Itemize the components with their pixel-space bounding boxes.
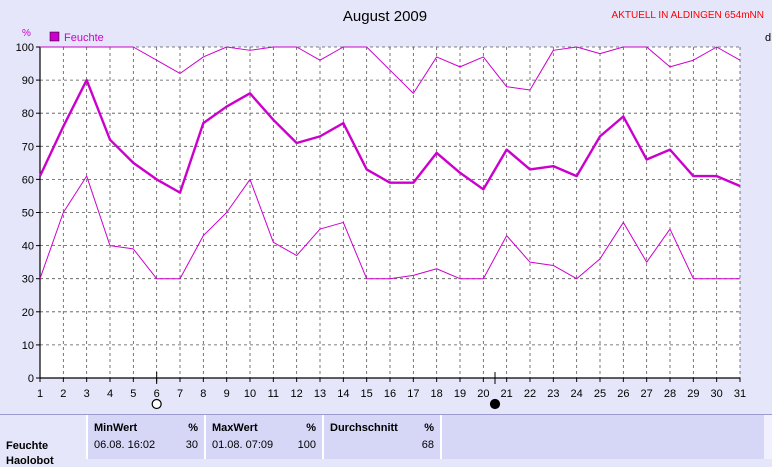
y-tick-label: 90 — [22, 75, 34, 87]
series-min-line — [39, 175, 740, 280]
empty-cell — [442, 415, 764, 459]
x-tick-label: 22 — [524, 388, 536, 400]
x-tick-label: 7 — [177, 388, 183, 400]
max-unit: % — [306, 422, 316, 434]
x-tick-label: 9 — [224, 388, 230, 400]
min-header: MinWert — [94, 422, 138, 434]
x-tick-label: 18 — [431, 388, 443, 400]
avg-header: Durchschnitt — [330, 422, 398, 434]
x-tick-label: 12 — [291, 388, 303, 400]
x-tick-label: 13 — [314, 388, 326, 400]
x-tick-label: 11 — [268, 388, 279, 400]
max-time: 01.08. 07:09 — [212, 439, 274, 451]
x-tick-label: 31 — [734, 388, 746, 400]
min-time: 06.08. 16:02 — [94, 439, 156, 451]
chart-title: August 2009 — [343, 8, 427, 25]
min-unit: % — [188, 422, 198, 434]
x-tick-label: 10 — [244, 388, 256, 400]
x-tick-label: 6 — [154, 388, 160, 400]
stats-row-label-2: Haolobot — [6, 455, 54, 467]
avg-unit: % — [424, 422, 434, 434]
x-tick-label: 20 — [477, 388, 489, 400]
y-tick-label: 20 — [22, 307, 34, 319]
series-mean-line — [38, 78, 741, 194]
min-value: 30 — [185, 439, 198, 451]
y-tick-label: 30 — [22, 274, 34, 286]
y-tick-label: 50 — [22, 208, 34, 220]
x-tick-label: 28 — [664, 388, 676, 400]
x-tick-label: 30 — [711, 388, 723, 400]
y-tick-label: 40 — [22, 241, 34, 253]
y-tick-label: 100 — [16, 42, 34, 54]
min-cell: MinWert % 06.08. 16:02 30 — [88, 415, 206, 459]
series-max-line — [40, 46, 741, 94]
x-tick-label: 24 — [571, 388, 583, 400]
x-tick-label: 5 — [130, 388, 136, 400]
x-tick-label: 21 — [501, 388, 513, 400]
x-tick-label: 3 — [84, 388, 90, 400]
x-tick-label: 4 — [107, 388, 113, 400]
x-tick-label: 19 — [454, 388, 466, 400]
right-axis-label: d — [765, 32, 771, 44]
y-tick-label: 70 — [22, 141, 34, 153]
max-cell: MaxWert % 01.08. 07:09 100 — [206, 415, 324, 459]
x-tick-label: 17 — [407, 388, 419, 400]
legend-swatch — [49, 31, 60, 42]
humidity-chart: August 2009 AKTUELL IN ALDINGEN 654mNN %… — [15, 8, 772, 410]
x-tick-label: 8 — [200, 388, 206, 400]
chart-subtitle: AKTUELL IN ALDINGEN 654mNN — [612, 10, 764, 21]
y-tick-label: 0 — [28, 373, 34, 385]
x-tick-label: 2 — [60, 388, 66, 400]
x-tick-label: 15 — [361, 388, 373, 400]
x-tick-label: 23 — [547, 388, 559, 400]
x-tick-label: 1 — [37, 388, 43, 400]
x-tick-label: 14 — [337, 388, 349, 400]
avg-cell: Durchschnitt % 68 — [324, 415, 442, 459]
x-tick-label: 16 — [384, 388, 396, 400]
x-tick-label: 25 — [594, 388, 606, 400]
stats-row-label: Feuchte — [6, 440, 49, 452]
y-tick-label: 60 — [22, 174, 34, 186]
y-axis-unit: % — [22, 28, 31, 39]
full-moon-icon — [151, 398, 162, 410]
y-tick-label: 80 — [22, 108, 34, 120]
x-tick-label: 29 — [687, 388, 699, 400]
new-moon-icon — [489, 398, 501, 410]
x-tick-label: 26 — [617, 388, 629, 400]
y-tick-label: 10 — [22, 340, 34, 352]
stats-table: Feuchte Haolobot MinWert % 06.08. 16:02 … — [0, 414, 772, 467]
legend-label: Feuchte — [64, 32, 104, 44]
max-header: MaxWert — [212, 422, 258, 434]
avg-value: 68 — [421, 439, 434, 451]
max-value: 100 — [297, 439, 316, 451]
stats-label-cell: Feuchte Haolobot — [0, 415, 88, 467]
x-tick-label: 27 — [641, 388, 653, 400]
